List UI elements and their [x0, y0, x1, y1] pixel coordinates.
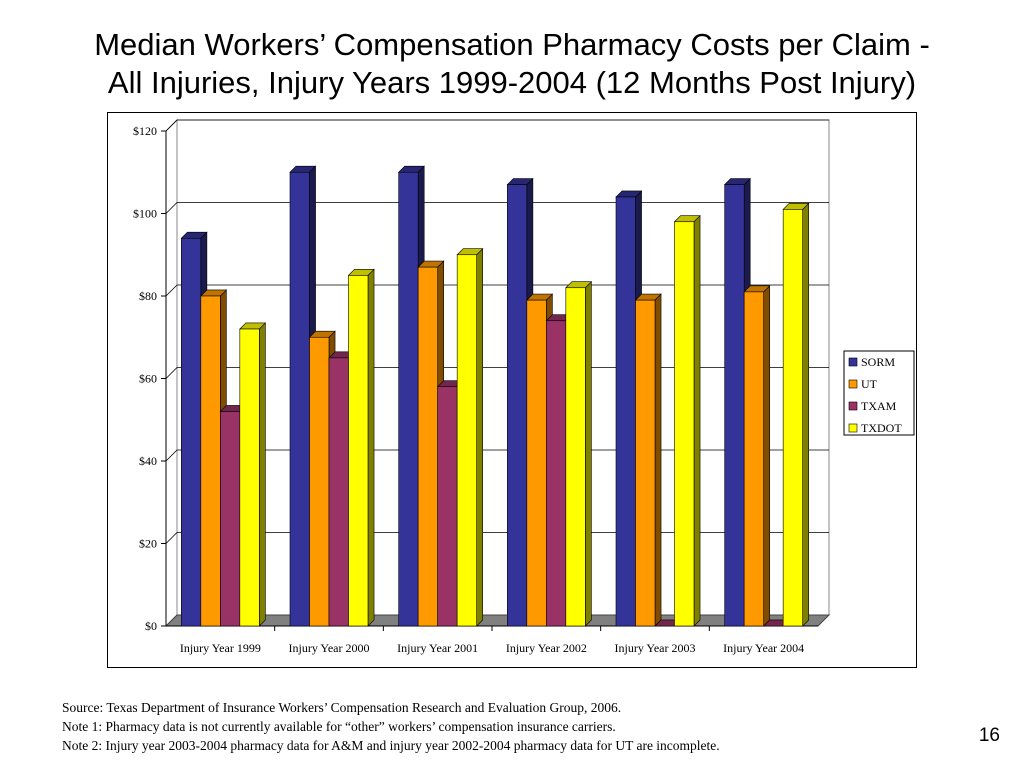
source-note: Source: Texas Department of Insurance Wo… — [62, 700, 622, 715]
bar-txdot — [782, 209, 803, 627]
bar-side-txdot — [259, 322, 266, 627]
bar-sorm — [724, 184, 745, 627]
bar-sorm — [181, 237, 202, 627]
gridline — [165, 449, 829, 462]
bar-txdot — [239, 328, 260, 627]
bar-side-txdot — [802, 202, 810, 627]
note-2: Note 2: Injury year 2003-2004 pharmacy d… — [62, 738, 720, 753]
note-1: Note 1: Pharmacy data is not currently a… — [62, 719, 616, 734]
page-number: 16 — [978, 725, 1000, 746]
y-tick-label: $120 — [133, 124, 157, 138]
gridline — [165, 202, 829, 214]
bar-sorm — [507, 184, 528, 627]
bar-ut — [200, 295, 221, 627]
bar-txdot — [348, 275, 369, 627]
legend-swatch-sorm — [848, 357, 858, 367]
bar-ut — [743, 291, 764, 627]
bar-txdot — [565, 287, 586, 627]
chart-title: Median Workers’ Compensation Pharmacy Co… — [0, 26, 1024, 102]
gridline — [165, 367, 829, 379]
bar-ut — [635, 299, 656, 627]
x-tick-label: Injury Year 1999 — [180, 641, 261, 655]
chart-frame: $0 $20 $40 $60 $80 $100 $120 Injury Year 1999 In… — [107, 112, 917, 668]
y-tick-label: $20 — [139, 537, 157, 551]
x-tick-label: Injury Year 2004 — [723, 641, 804, 655]
chart-title-line-2: All Injuries, Injury Years 1999-2004 (12… — [107, 65, 917, 100]
gridline — [165, 119, 829, 132]
bar-txdot — [674, 221, 695, 627]
legend-label-txam: TXAM — [861, 399, 897, 413]
x-tick-label: Injury Year 2003 — [615, 641, 696, 655]
legend-swatch-txdot — [848, 423, 858, 433]
legend-label-ut: UT — [861, 377, 878, 391]
bar-ut — [526, 299, 547, 627]
bar-side-txdot — [693, 214, 701, 627]
bar-txam — [328, 357, 349, 627]
legend-swatch-ut — [848, 379, 858, 389]
x-tick-label: Injury Year 2000 — [289, 641, 370, 655]
bar-sorm — [398, 171, 419, 627]
y-tick-label: $40 — [139, 454, 157, 468]
bar-txdot — [456, 254, 477, 627]
chart-title-line-1: Median Workers’ Compensation Pharmacy Co… — [94, 27, 930, 62]
bar-sorm — [615, 196, 636, 627]
bar-sorm — [289, 171, 310, 627]
footnotes: Source: Texas Department of Insurance Wo… — [62, 698, 962, 755]
bar-txam — [220, 411, 241, 627]
y-tick-label: $60 — [139, 372, 157, 386]
y-tick-label: $100 — [133, 207, 157, 221]
legend-swatch-txam — [848, 401, 858, 411]
x-tick-label: Injury Year 2002 — [506, 641, 587, 655]
bar-chart: $0 $20 $40 $60 $80 $100 $120 Injury Year 1999 In… — [133, 118, 915, 655]
x-tick-label: Injury Year 2001 — [397, 641, 478, 655]
bar-txam — [546, 320, 567, 627]
bar-side-txdot — [476, 247, 484, 627]
gridline — [165, 284, 829, 297]
gridline — [165, 532, 829, 544]
y-tick-label: $0 — [145, 619, 157, 633]
legend-label-txdot: TXDOT — [861, 421, 902, 435]
bar-side-ut — [654, 293, 662, 627]
bar-side-ut — [763, 285, 771, 627]
y-tick-label: $80 — [139, 289, 157, 303]
bar-ut — [309, 336, 330, 627]
bar-side-txdot — [367, 268, 375, 627]
bar-side-txdot — [585, 280, 592, 627]
bar-txam — [437, 386, 458, 627]
legend-label-sorm: SORM — [861, 355, 895, 369]
bar-ut — [417, 266, 438, 627]
